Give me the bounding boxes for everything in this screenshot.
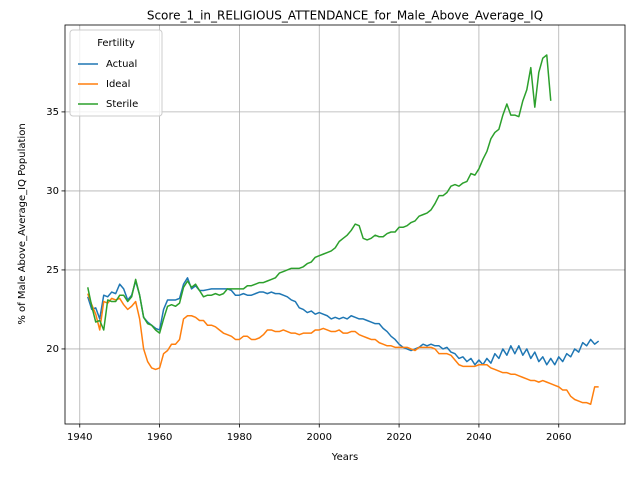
y-tick-label: 30 — [46, 186, 59, 197]
x-tick-label: 2000 — [307, 432, 332, 443]
y-tick-label: 35 — [46, 107, 59, 118]
x-tick-label: 1940 — [67, 432, 92, 443]
series-line — [87, 54, 552, 334]
legend-label: Ideal — [106, 79, 130, 90]
x-tick-label: 2060 — [546, 432, 571, 443]
x-tick-label: 1960 — [147, 432, 172, 443]
legend-title: Fertility — [97, 38, 135, 49]
legend-box — [69, 29, 163, 117]
y-tick-label: 20 — [46, 344, 59, 355]
legend-label: Actual — [106, 59, 137, 70]
chart-title: Score_1_in_RELIGIOUS_ATTENDANCE_for_Male… — [147, 9, 543, 23]
series-line — [87, 293, 599, 405]
series-line — [87, 277, 600, 366]
x-tick-label: 1980 — [227, 432, 252, 443]
x-axis-label: Years — [331, 452, 358, 463]
plot-frame — [64, 24, 626, 425]
x-tick-label: 2040 — [466, 432, 491, 443]
y-tick-label: 25 — [46, 265, 59, 276]
y-axis-label: % of Male Above_Average_IQ Population — [17, 123, 28, 324]
x-tick-label: 2020 — [386, 432, 411, 443]
legend-label: Sterile — [106, 99, 138, 110]
